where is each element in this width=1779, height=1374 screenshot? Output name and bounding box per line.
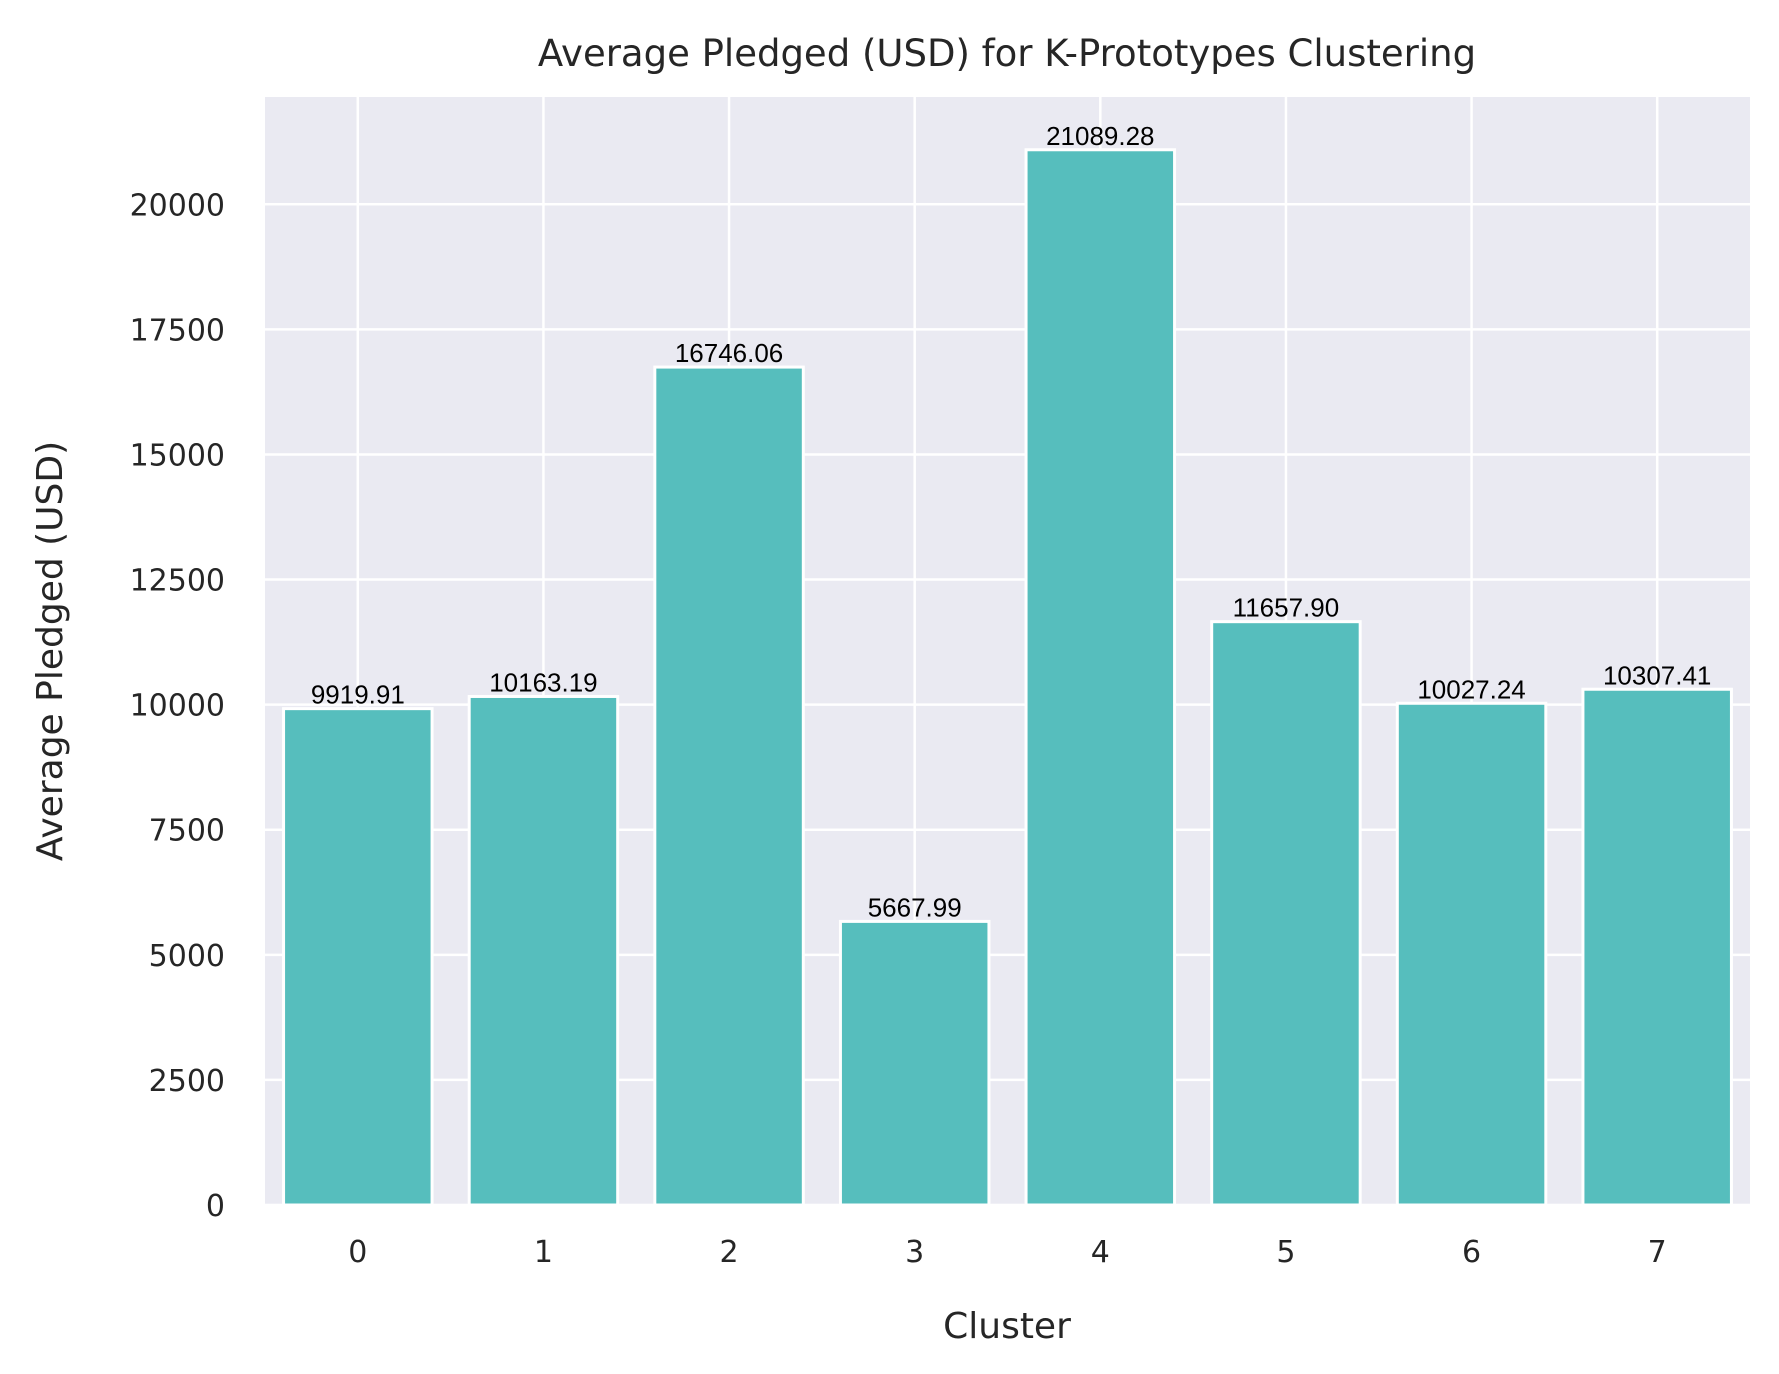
bar-cluster-6: [1395, 701, 1548, 1207]
x-tick-label-0: 0: [348, 1235, 367, 1270]
y-tick-label-2500: 2500: [149, 1064, 225, 1099]
chart-title: Average Pledged (USD) for K-Prototypes C…: [538, 32, 1476, 75]
bar-cluster-1: [467, 694, 620, 1207]
data-label-cluster-7: 10307.41: [1603, 660, 1711, 690]
x-tick-label-7: 7: [1648, 1235, 1667, 1270]
y-tick-label-17500: 17500: [130, 313, 225, 348]
data-label-cluster-0: 9919.91: [311, 680, 405, 710]
y-tick-label-7500: 7500: [149, 814, 225, 849]
bar-cluster-0: [282, 707, 434, 1207]
x-tick-label-6: 6: [1462, 1235, 1481, 1270]
x-tick-label-3: 3: [905, 1235, 924, 1270]
y-axis-label: Average Pledged (USD): [30, 441, 71, 861]
y-tick-label-20000: 20000: [130, 188, 225, 223]
x-tick-label-2: 2: [720, 1235, 739, 1270]
data-label-cluster-6: 10027.24: [1417, 674, 1525, 704]
y-tick-label-12500: 12500: [130, 564, 225, 599]
data-label-cluster-2: 16746.06: [675, 338, 783, 368]
bar-cluster-4: [1024, 148, 1177, 1207]
x-tick-label-1: 1: [534, 1235, 553, 1270]
data-label-cluster-1: 10163.19: [489, 667, 597, 697]
y-tick-labels: 0 2500 5000 7500 10000 12500 15000 17500 20000: [130, 188, 225, 1224]
x-tick-label-4: 4: [1091, 1235, 1110, 1270]
x-axis-label: Cluster: [943, 1306, 1071, 1347]
bar-cluster-5: [1210, 620, 1362, 1207]
bars: [282, 148, 1733, 1207]
bar-cluster-7: [1581, 687, 1733, 1207]
y-tick-label-10000: 10000: [130, 689, 225, 724]
data-label-cluster-3: 5667.99: [868, 892, 962, 922]
data-label-cluster-5: 11657.90: [1233, 593, 1340, 623]
x-tick-labels: 0 1 2 3 4 5 6 7: [348, 1235, 1666, 1270]
data-label-cluster-4: 21089.28: [1046, 121, 1154, 151]
bar-cluster-3: [838, 919, 991, 1207]
data-labels: 9919.91 10163.19 16746.06 5667.99 21089.28 11…: [311, 121, 1712, 923]
bar-cluster-2: [653, 365, 805, 1207]
y-tick-label-0: 0: [206, 1189, 225, 1224]
x-tick-label-5: 5: [1276, 1235, 1295, 1270]
y-tick-label-15000: 15000: [130, 438, 225, 473]
y-tick-label-5000: 5000: [149, 939, 225, 974]
